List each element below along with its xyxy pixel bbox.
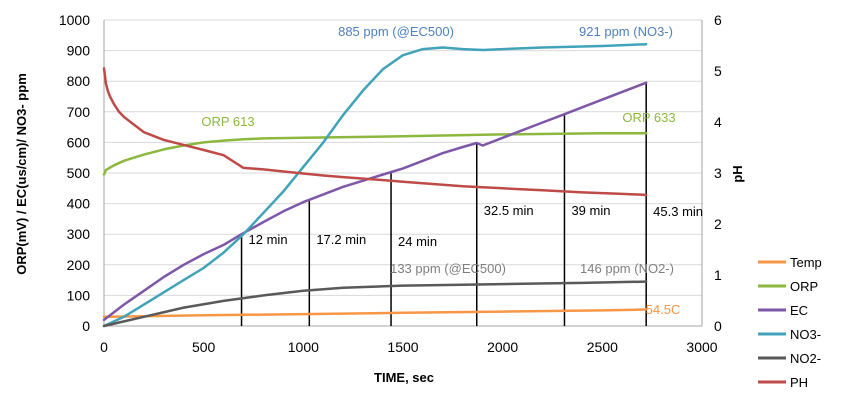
series-orp-line — [102, 131, 648, 176]
time-marker-label: 17.2 min — [316, 232, 366, 247]
y-tick-label: 300 — [67, 226, 91, 242]
x-tick-label: 2500 — [587, 339, 618, 355]
y-tick-label: 500 — [67, 165, 91, 181]
series-no3-line — [102, 42, 648, 328]
y2-tick-label: 0 — [714, 318, 722, 334]
time-markers: 12 min 17.2 min 24 min 32.5 min 39 min 45.3 m… — [240, 82, 703, 326]
y2-tick-label: 3 — [714, 165, 722, 181]
annotation: 921 ppm (NO3-) — [579, 24, 673, 39]
series-lines — [102, 42, 648, 328]
annotation: 133 ppm (@EC500) — [390, 261, 506, 276]
time-marker-label: 32.5 min — [484, 203, 534, 218]
time-marker-label: 12 min — [249, 232, 288, 247]
annotation: 146 ppm (NO2-) — [580, 261, 674, 276]
x-tick-label: 0 — [100, 339, 108, 355]
annotation: ORP 613 — [201, 114, 254, 129]
time-marker-label: 24 min — [398, 234, 437, 249]
annotation: ORP 633 — [622, 110, 675, 125]
series-ph-line — [102, 67, 648, 197]
legend-label: NO2- — [790, 351, 821, 366]
y-tick-label: 900 — [67, 43, 91, 59]
y-axis-label: ORP(mV) / EC(us/cm)/ NO3- ppm — [14, 73, 29, 275]
y-tick-label: 1000 — [59, 12, 90, 28]
time-marker-label: 45.3 min — [653, 204, 703, 219]
x-tick-label: 3000 — [686, 339, 717, 355]
tick-labels: 0 100 200 300 400 500 600 700 800 900 1000 0 1 2 3 4 5 6 0… — [59, 12, 722, 355]
annotation: 54.5C — [646, 302, 681, 317]
y-tick-label: 200 — [67, 257, 91, 273]
series-temp-line — [102, 308, 648, 319]
y2-tick-label: 6 — [714, 12, 722, 28]
series-ec-line — [102, 81, 648, 322]
legend-label: ORP — [790, 279, 818, 294]
y-tick-label: 100 — [67, 287, 91, 303]
annotations: 885 ppm (@EC500) 921 ppm (NO3-) ORP 613 ORP… — [201, 24, 680, 317]
x-tick-label: 500 — [192, 339, 216, 355]
x-tick-label: 1000 — [288, 339, 319, 355]
time-marker-label: 39 min — [571, 203, 610, 218]
annotation: 885 ppm (@EC500) — [338, 24, 454, 39]
y2-tick-label: 2 — [714, 216, 722, 232]
y-tick-label: 600 — [67, 134, 91, 150]
x-axis-label: TIME, sec — [374, 370, 434, 385]
x-tick-label: 2000 — [487, 339, 518, 355]
gridlines — [104, 19, 702, 296]
legend-label: PH — [790, 375, 808, 390]
y2-tick-label: 5 — [714, 63, 722, 79]
legend-label: EC — [790, 303, 808, 318]
series-no2-line — [102, 280, 648, 328]
y-tick-label: 800 — [67, 73, 91, 89]
y2-tick-label: 4 — [714, 114, 722, 130]
y2-axis-label: pH — [730, 165, 745, 182]
legend-label: Temp — [790, 255, 822, 270]
legend: Temp ORP EC NO3- NO2- PH — [758, 255, 822, 390]
y-tick-label: 0 — [82, 318, 90, 334]
y-tick-label: 700 — [67, 104, 91, 120]
y-tick-label: 400 — [67, 196, 91, 212]
y2-tick-label: 1 — [714, 267, 722, 283]
x-tick-label: 1500 — [387, 339, 418, 355]
legend-label: NO3- — [790, 327, 821, 342]
